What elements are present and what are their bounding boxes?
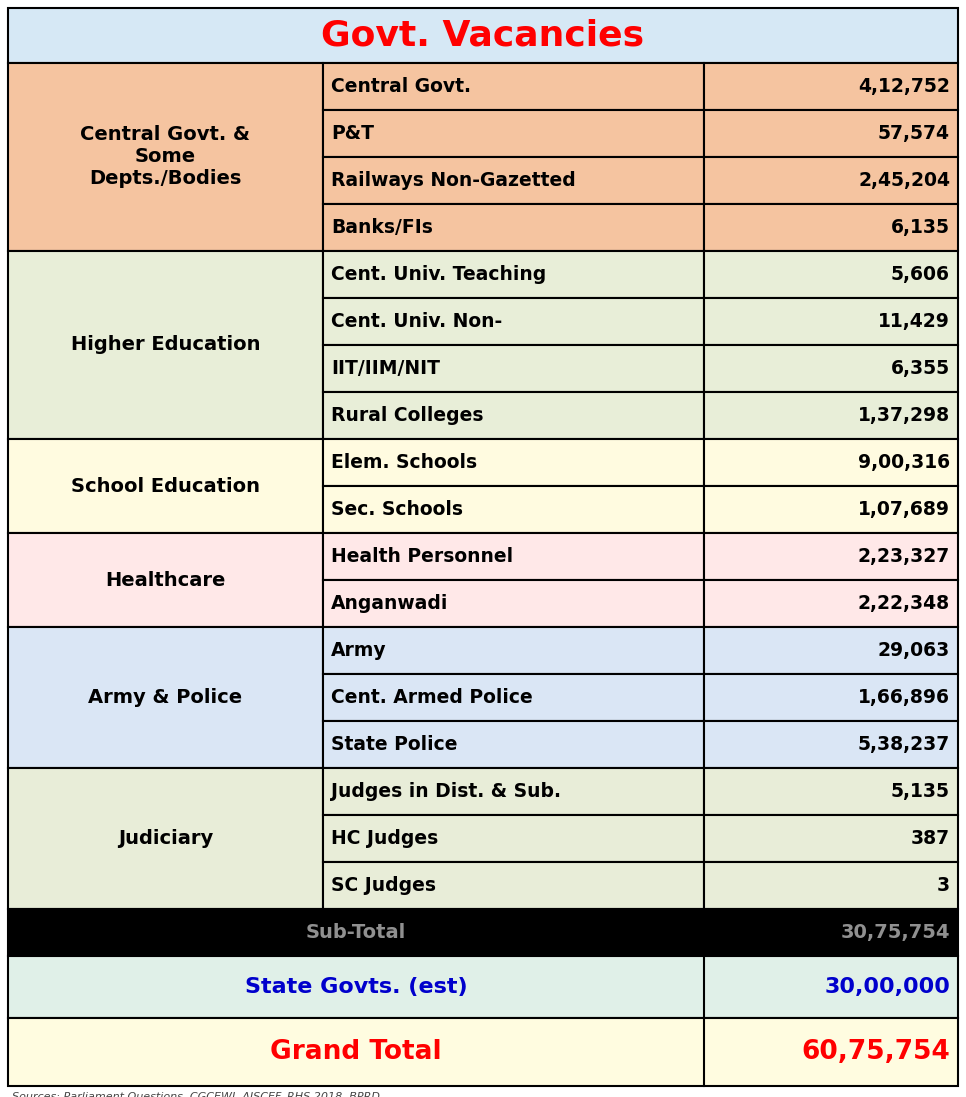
Bar xyxy=(323,674,704,721)
Bar xyxy=(8,251,323,439)
Bar xyxy=(704,298,958,344)
Bar xyxy=(323,862,704,909)
Bar xyxy=(323,721,704,768)
Bar xyxy=(8,909,958,955)
Text: 1,66,896: 1,66,896 xyxy=(858,688,950,706)
Bar xyxy=(704,862,958,909)
Bar xyxy=(323,815,704,862)
Bar xyxy=(323,110,704,157)
Text: IIT/IIM/NIT: IIT/IIM/NIT xyxy=(331,359,440,378)
Text: 30,00,000: 30,00,000 xyxy=(824,977,950,997)
Bar xyxy=(323,204,704,251)
Text: Govt. Vacancies: Govt. Vacancies xyxy=(322,19,644,53)
Bar xyxy=(323,344,704,392)
Text: 5,135: 5,135 xyxy=(891,782,950,801)
Text: Central Govt.: Central Govt. xyxy=(331,77,471,97)
Text: 1,07,689: 1,07,689 xyxy=(858,500,950,519)
Text: Sec. Schools: Sec. Schools xyxy=(331,500,463,519)
Bar xyxy=(704,815,958,862)
Text: Central Govt. &
Some
Depts./Bodies: Central Govt. & Some Depts./Bodies xyxy=(80,125,250,189)
Text: Judiciary: Judiciary xyxy=(118,829,213,848)
Text: Anganwadi: Anganwadi xyxy=(331,593,448,613)
Text: Banks/FIs: Banks/FIs xyxy=(331,218,433,237)
Text: 29,063: 29,063 xyxy=(878,641,950,660)
Text: 6,135: 6,135 xyxy=(891,218,950,237)
Bar xyxy=(8,955,958,1018)
Bar xyxy=(8,533,323,627)
Text: 6,355: 6,355 xyxy=(891,359,950,378)
Text: 9,00,316: 9,00,316 xyxy=(858,453,950,472)
Text: P&T: P&T xyxy=(331,124,374,143)
Text: 4,12,752: 4,12,752 xyxy=(858,77,950,97)
Text: Higher Education: Higher Education xyxy=(71,336,260,354)
Bar xyxy=(323,627,704,674)
Text: School Education: School Education xyxy=(71,476,260,496)
Bar xyxy=(323,392,704,439)
Text: SC Judges: SC Judges xyxy=(331,877,436,895)
Text: Cent. Univ. Non-: Cent. Univ. Non- xyxy=(331,312,502,331)
Text: Rural Colleges: Rural Colleges xyxy=(331,406,484,425)
Text: 11,429: 11,429 xyxy=(878,312,950,331)
Bar xyxy=(704,674,958,721)
Bar xyxy=(323,251,704,298)
Bar xyxy=(704,204,958,251)
Text: Sub-Total: Sub-Total xyxy=(306,923,406,942)
Text: 2,23,327: 2,23,327 xyxy=(858,547,950,566)
Bar xyxy=(704,627,958,674)
Text: Grand Total: Grand Total xyxy=(270,1039,441,1065)
Text: State Govts. (est): State Govts. (est) xyxy=(244,977,468,997)
Text: Cent. Armed Police: Cent. Armed Police xyxy=(331,688,533,706)
Text: Army: Army xyxy=(331,641,386,660)
Text: Elem. Schools: Elem. Schools xyxy=(331,453,477,472)
Text: State Police: State Police xyxy=(331,735,458,754)
Bar xyxy=(704,486,958,533)
Bar xyxy=(704,392,958,439)
Text: Sources: Parliament Questions, CGCEWI, AISCEF, RHS 2018, BPRD: Sources: Parliament Questions, CGCEWI, A… xyxy=(12,1092,380,1097)
Bar xyxy=(704,533,958,580)
Text: Healthcare: Healthcare xyxy=(105,570,226,589)
Text: Railways Non-Gazetted: Railways Non-Gazetted xyxy=(331,171,576,190)
Text: Cent. Univ. Teaching: Cent. Univ. Teaching xyxy=(331,265,546,284)
Bar xyxy=(8,1018,958,1086)
Bar xyxy=(323,157,704,204)
Text: 57,574: 57,574 xyxy=(878,124,950,143)
Bar xyxy=(323,439,704,486)
Bar xyxy=(323,768,704,815)
Text: Judges in Dist. & Sub.: Judges in Dist. & Sub. xyxy=(331,782,561,801)
Text: HC Judges: HC Judges xyxy=(331,829,439,848)
Bar xyxy=(704,580,958,627)
Bar xyxy=(323,486,704,533)
Bar xyxy=(323,298,704,344)
Bar xyxy=(323,580,704,627)
Bar xyxy=(704,110,958,157)
Text: Army & Police: Army & Police xyxy=(89,688,242,706)
Bar xyxy=(8,8,958,63)
Bar xyxy=(704,439,958,486)
Text: 2,45,204: 2,45,204 xyxy=(858,171,950,190)
Text: 1,37,298: 1,37,298 xyxy=(858,406,950,425)
Text: 30,75,754: 30,75,754 xyxy=(840,923,950,942)
Bar xyxy=(704,251,958,298)
Bar xyxy=(8,63,323,251)
Bar xyxy=(8,439,323,533)
Bar xyxy=(704,157,958,204)
Bar xyxy=(323,63,704,110)
Bar xyxy=(704,344,958,392)
Text: 387: 387 xyxy=(911,829,950,848)
Text: 5,606: 5,606 xyxy=(891,265,950,284)
Text: Health Personnel: Health Personnel xyxy=(331,547,513,566)
Bar xyxy=(704,63,958,110)
Bar xyxy=(704,721,958,768)
Bar xyxy=(8,768,323,909)
Text: 5,38,237: 5,38,237 xyxy=(858,735,950,754)
Bar xyxy=(704,768,958,815)
Text: 60,75,754: 60,75,754 xyxy=(801,1039,950,1065)
Bar xyxy=(8,627,323,768)
Text: 2,22,348: 2,22,348 xyxy=(858,593,950,613)
Text: 3: 3 xyxy=(937,877,950,895)
Bar xyxy=(323,533,704,580)
